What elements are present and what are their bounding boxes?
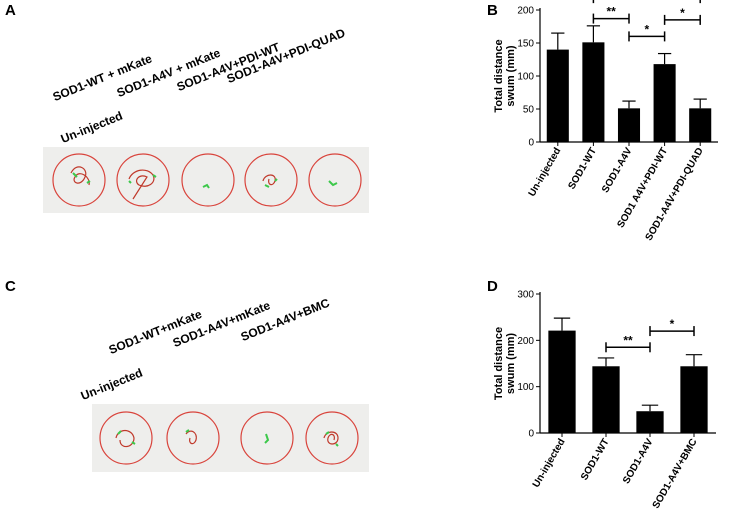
bar: [548, 330, 576, 433]
well-2: [166, 411, 220, 465]
bar-chart-d: 0 100 200 300 Total distanceswum (mm) Un-inje…: [493, 290, 716, 511]
x-tick-label: SOD1-WT: [566, 146, 599, 191]
x-tick-label: SOD1-A4V: [621, 437, 656, 486]
x-tick-label: SOD1-A4V+BMC: [651, 437, 700, 511]
bar-chart-b: 0 50 100 150 200 Total distanceswum (mm) Un-in…: [493, 0, 718, 243]
y-tick-label: 50: [523, 105, 535, 116]
well-1: [52, 153, 106, 207]
bar: [680, 366, 708, 433]
x-tick-label: SOD1-A4V: [600, 146, 635, 195]
panel-letter-d: D: [487, 278, 498, 295]
well-1: [99, 411, 153, 465]
x-tick-label: Un-injected: [527, 146, 564, 199]
well-3: [240, 411, 294, 465]
y-tick-label: 100: [517, 72, 534, 83]
significance-label: *: [670, 317, 675, 331]
x-tick-label: Un-injected: [531, 437, 568, 490]
y-axis-label-line: swum (mm): [505, 333, 517, 394]
well-plate-image-a: [43, 147, 369, 213]
x-tick-label: SOD1-WT: [579, 437, 612, 482]
well-4: [244, 153, 298, 207]
well-2: [116, 153, 170, 207]
wells-a: [52, 153, 362, 207]
panel-letter-b: B: [487, 2, 498, 19]
wells-c: [99, 411, 359, 465]
y-axis-label-line: Total distance: [493, 39, 505, 112]
y-tick-label: 100: [517, 382, 534, 393]
panel-letter-a: A: [5, 2, 16, 19]
bar: [689, 108, 712, 142]
y-tick-label: 0: [528, 138, 534, 149]
bar: [582, 42, 605, 143]
bar: [636, 411, 664, 433]
significance-label: *: [644, 22, 649, 36]
significance-label: *: [680, 6, 685, 20]
bar: [592, 366, 620, 433]
y-tick-label: 150: [517, 39, 534, 50]
y-tick-label: 0: [528, 429, 534, 440]
y-axis-label: Total distanceswum (mm): [493, 327, 517, 400]
y-tick-label: 200: [517, 336, 534, 347]
well-5: [308, 153, 362, 207]
y-axis-label-line: swum (mm): [505, 45, 517, 106]
well-3: [181, 153, 235, 207]
y-tick-label: 300: [517, 290, 534, 301]
bar: [653, 64, 676, 142]
y-axis-label: Total distanceswum (mm): [493, 39, 517, 112]
significance-label: **: [607, 5, 617, 19]
bar: [617, 108, 641, 142]
well-4: [305, 411, 359, 465]
well-label-c-1: Un-injected: [78, 365, 145, 403]
y-axis-label-line: Total distance: [493, 327, 505, 400]
panel-letter-c: C: [5, 278, 16, 295]
well-label-a-1: Un-injected: [58, 108, 125, 146]
bar: [546, 49, 569, 142]
significance-label: **: [623, 333, 633, 347]
y-tick-label: 200: [517, 6, 534, 17]
